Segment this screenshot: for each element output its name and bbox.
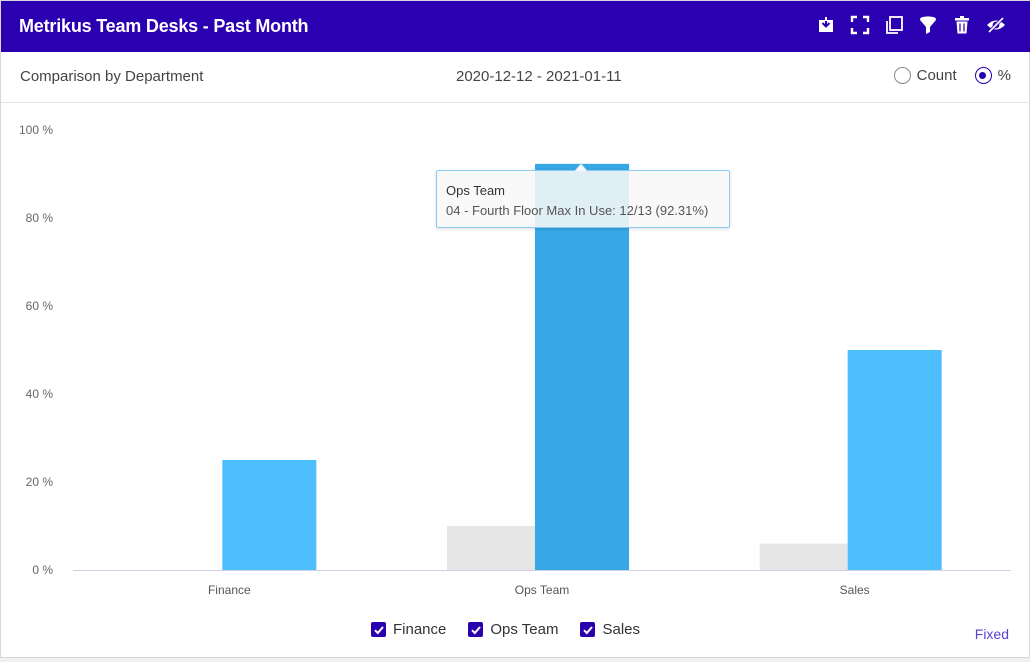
legend-label: Ops Team xyxy=(490,621,559,638)
x-tick-label: Sales xyxy=(840,583,870,597)
chart-subbar: Comparison by Department 2020-12-12 - 20… xyxy=(1,52,1030,103)
tooltip-title: Ops Team xyxy=(446,183,506,198)
card-header: Metrikus Team Desks - Past Month xyxy=(1,1,1030,52)
legend-item-ops-team[interactable]: Ops Team xyxy=(468,621,558,638)
filter-icon[interactable] xyxy=(917,13,939,37)
hide-icon[interactable] xyxy=(985,13,1007,37)
fixed-link[interactable]: Fixed xyxy=(974,626,1009,642)
x-tick-label: Finance xyxy=(208,583,251,597)
bar-chart: 0 % 20 % 40 % 60 % 80 % 100 % Finance Ops Team S… xyxy=(19,123,1011,597)
bar-finance xyxy=(222,460,317,570)
y-tick-label: 40 % xyxy=(26,387,54,401)
checkbox-checked-icon xyxy=(371,622,386,637)
legend-label: Finance xyxy=(393,621,447,638)
bar-sales xyxy=(847,350,942,570)
count-radio[interactable]: Count xyxy=(893,67,957,84)
chart-legend: Finance Ops Team Sales xyxy=(371,621,640,638)
radio-circle-icon xyxy=(893,67,911,84)
copy-icon[interactable] xyxy=(883,13,905,37)
toolbar xyxy=(815,13,1007,37)
legend-label: Sales xyxy=(602,621,640,638)
checkbox-checked-icon xyxy=(580,622,596,637)
y-tick-label: 20 % xyxy=(26,475,54,489)
count-radio-label: Count xyxy=(916,67,957,84)
fullscreen-icon[interactable] xyxy=(849,13,871,37)
percent-radio[interactable]: % xyxy=(974,67,1011,84)
legend-item-finance[interactable]: Finance xyxy=(371,621,446,638)
delete-icon[interactable] xyxy=(951,13,973,37)
legend-item-sales[interactable]: Sales xyxy=(580,621,640,638)
radio-selected-icon xyxy=(974,67,992,84)
bar-secondary-sales xyxy=(759,543,848,570)
percent-radio-label: % xyxy=(997,67,1011,84)
y-tick-label: 60 % xyxy=(26,299,54,313)
y-tick-label: 100 % xyxy=(19,123,53,137)
y-tick-label: 0 % xyxy=(32,563,53,577)
date-range: 2020-12-12 - 2021-01-11 xyxy=(456,68,622,85)
y-tick-label: 80 % xyxy=(26,211,54,225)
bar-secondary-ops-team xyxy=(447,526,535,570)
card-title: Metrikus Team Desks - Past Month xyxy=(19,16,309,36)
x-tick-label: Ops Team xyxy=(515,583,569,597)
chart-tooltip: Ops Team 04 - Fourth Floor Max In Use: 1… xyxy=(436,163,730,228)
download-icon[interactable] xyxy=(815,13,837,37)
mode-radio-group: Count % xyxy=(886,67,1011,84)
chart-subtitle: Comparison by Department xyxy=(20,68,204,85)
tooltip-body: 04 - Fourth Floor Max In Use: 12/13 (92.… xyxy=(446,203,709,218)
bar-ops-team xyxy=(535,163,629,570)
checkbox-checked-icon xyxy=(468,622,484,637)
